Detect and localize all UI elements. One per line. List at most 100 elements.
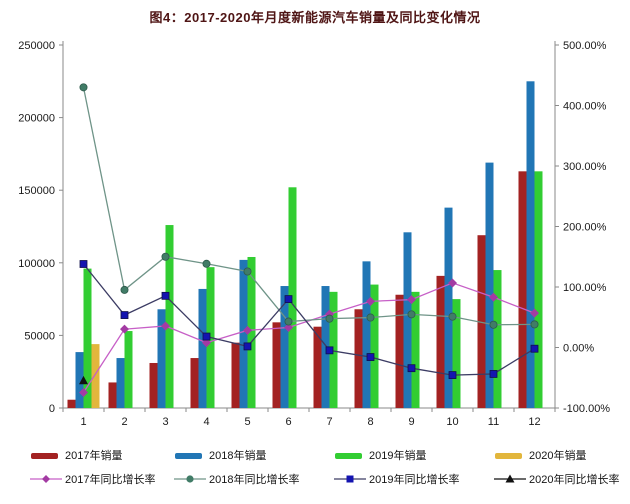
legend-item-2018-growth: 2018年同比增长率 — [174, 471, 299, 487]
left-axis-tick-label: 150000 — [18, 185, 55, 197]
marker-2018-m9 — [407, 310, 416, 319]
bar-2017-m5 — [231, 342, 240, 408]
bar-2017-m1 — [67, 399, 76, 408]
bar-2017-m3 — [149, 362, 158, 408]
bar-2019-m1 — [83, 268, 92, 408]
marker-2018-m4 — [202, 259, 211, 268]
bar-2018-m7 — [321, 286, 330, 408]
x-axis-label: 4 — [203, 416, 209, 428]
marker-2018-m12 — [530, 320, 539, 329]
marker-2018-m11 — [489, 320, 498, 329]
x-axis-label: 10 — [446, 416, 458, 428]
marker-2018-m8 — [366, 313, 375, 322]
left-axis-tick-label: 250000 — [18, 40, 55, 52]
bar-swatch-2020-icon — [495, 453, 522, 459]
legend-item-2019-growth: 2019年同比增长率 — [334, 471, 459, 487]
marker-2019-m7 — [325, 346, 334, 355]
diamond-marker-icon — [30, 475, 62, 483]
bar-2019-m8 — [370, 284, 379, 408]
x-axis-label: 1 — [80, 416, 86, 428]
bar-2017-m10 — [436, 275, 445, 408]
marker-2017-m12 — [530, 308, 539, 318]
bar-2018-m1 — [75, 352, 84, 408]
legend-item-2018-sales: 2018年销量 — [174, 447, 266, 463]
marker-2017-m10 — [448, 278, 457, 288]
marker-2017-m11 — [489, 292, 498, 302]
legend-label: 2017年销量 — [65, 450, 123, 462]
x-axis-label: 11 — [488, 416, 499, 428]
left-axis-tick-label: 0 — [49, 403, 55, 415]
x-axis-label: 5 — [244, 416, 250, 428]
bar-2019-m6 — [288, 187, 297, 408]
bar-2019-m9 — [411, 291, 420, 408]
circle-marker-icon — [174, 475, 206, 483]
marker-2019-m6 — [284, 295, 293, 304]
bar-2018-m12 — [526, 81, 535, 409]
legend-label: 2020年同比增长率 — [529, 474, 620, 486]
marker-2018-m5 — [243, 267, 252, 276]
legend-label: 2018年同比增长率 — [209, 474, 300, 486]
bar-2018-m10 — [444, 207, 453, 408]
bar-2017-m4 — [190, 358, 199, 408]
marker-2017-m3 — [161, 321, 170, 331]
x-axis-label: 7 — [326, 416, 332, 428]
marker-2019-m3 — [161, 291, 170, 300]
bar-2018-m11 — [485, 162, 494, 408]
right-axis-tick-label: 200.00% — [563, 222, 607, 234]
bar-swatch-2018-icon — [175, 453, 202, 459]
right-axis-tick-label: -100.00% — [563, 403, 610, 415]
marker-2017-m9 — [407, 295, 416, 305]
bar-2017-m11 — [477, 235, 486, 408]
legend-label: 2019年销量 — [369, 450, 427, 462]
legend-label: 2018年销量 — [209, 450, 267, 462]
bar-2018-m3 — [157, 309, 166, 408]
bar-2020-m1 — [91, 344, 100, 408]
bar-2018-m6 — [280, 286, 289, 408]
right-axis-tick-label: 0.00% — [563, 343, 594, 355]
marker-2019-m9 — [407, 364, 416, 373]
triangle-marker-icon — [494, 474, 526, 483]
bar-2018-m8 — [362, 261, 371, 408]
bar-2018-m5 — [239, 259, 248, 408]
x-axis-label: 12 — [528, 416, 540, 428]
marker-2018-m3 — [161, 252, 170, 261]
x-axis-label: 9 — [408, 416, 414, 428]
marker-2017-m2 — [120, 324, 129, 334]
bar-2017-m7 — [313, 326, 322, 408]
bar-2017-m8 — [354, 309, 363, 408]
bar-2017-m12 — [518, 171, 527, 408]
chart-title: 图4：2017-2020年月度新能源汽车销量及同比变化情况 — [149, 10, 481, 25]
right-axis-tick-label: 100.00% — [563, 282, 607, 294]
sales-growth-chart: 0 50000 100000 150000 200000 250000 -100.00% 0.… — [18, 40, 610, 428]
bar-2019-m10 — [452, 299, 461, 408]
line-2019-growth — [82, 263, 535, 376]
right-axis-tick-label: 300.00% — [563, 161, 607, 173]
marker-2019-m10 — [448, 371, 457, 379]
legend-label: 2020年销量 — [529, 450, 587, 462]
marker-2019-m4 — [202, 332, 211, 341]
left-axis-tick-label: 50000 — [24, 330, 55, 342]
marker-2018-m2 — [120, 285, 129, 294]
bar-2017-m6 — [272, 322, 281, 408]
marker-2018-m1 — [79, 83, 88, 92]
legend-item-2019-sales: 2019年销量 — [334, 447, 426, 463]
left-axis-tick-label: 100000 — [18, 258, 55, 270]
square-marker-icon — [334, 475, 366, 483]
marker-2018-m7 — [325, 314, 334, 323]
marker-2019-m8 — [366, 353, 375, 361]
marker-2018-m6 — [284, 317, 293, 326]
left-axis-tick-label: 200000 — [18, 113, 55, 125]
bar-2019-m11 — [493, 270, 502, 408]
line-2018-growth — [82, 87, 535, 326]
legend-label: 2019年同比增长率 — [369, 474, 460, 486]
marker-2019-m1 — [79, 260, 88, 268]
bar-2017-m9 — [395, 294, 404, 408]
bar-2018-m4 — [198, 288, 207, 408]
bar-swatch-2017-icon — [31, 453, 58, 459]
right-axis-tick-label: 400.00% — [563, 101, 607, 113]
marker-2017-m5 — [243, 325, 252, 335]
x-axis-label: 8 — [367, 416, 373, 428]
bar-2018-m9 — [403, 232, 412, 408]
legend-item-2017-growth: 2017年同比增长率 — [30, 471, 155, 487]
